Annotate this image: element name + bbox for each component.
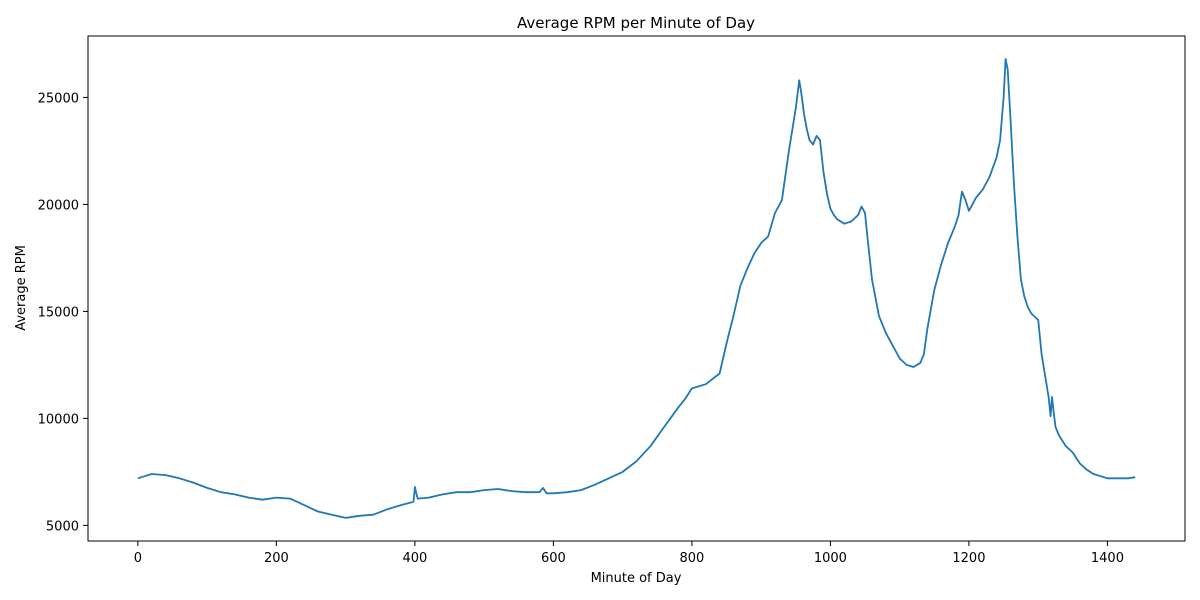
x-tick-label: 600 — [541, 551, 566, 566]
x-tick-label: 400 — [402, 551, 427, 566]
y-axis: 5000 10000 15000 20000 25000 — [38, 91, 88, 534]
y-tick-label: 20000 — [38, 198, 79, 213]
y-tick-label: 25000 — [38, 91, 79, 106]
x-axis-label: Minute of Day — [591, 571, 682, 586]
x-tick-label: 1000 — [814, 551, 847, 566]
y-tick-label: 10000 — [38, 412, 79, 427]
plot-area — [87, 35, 1186, 542]
y-tick-label: 15000 — [38, 305, 79, 320]
y-tick-label: 5000 — [46, 519, 79, 534]
x-tick-label: 1400 — [1091, 551, 1124, 566]
x-tick-label: 0 — [134, 551, 142, 566]
series-line — [137, 58, 1136, 519]
x-tick-label: 200 — [264, 551, 289, 566]
x-tick-label: 1200 — [952, 551, 985, 566]
chart-title: Average RPM per Minute of Day — [517, 14, 755, 32]
x-tick-label: 800 — [679, 551, 704, 566]
x-axis: 0 200 400 600 800 1000 1200 1400 — [134, 541, 1124, 566]
y-axis-label: Average RPM — [14, 245, 29, 331]
